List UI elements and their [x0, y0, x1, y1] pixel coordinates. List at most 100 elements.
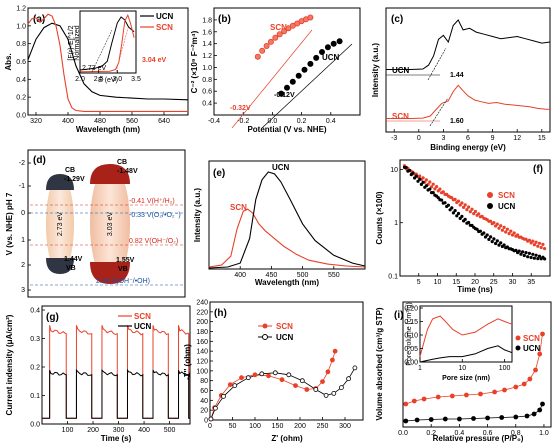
panel-c-ylabel: Intensity (a.u.) — [371, 43, 380, 98]
panel-d-level-o2-label: -0.33 V(O₂/•O₂⁻) — [129, 212, 181, 219]
panel-c-ucn-tangent — [427, 47, 447, 81]
panel-h-ucn-point — [313, 387, 319, 392]
panel-d-left-vb-label: VB — [66, 265, 76, 272]
panel-h-scn-point — [320, 379, 325, 385]
panel-f-scn-point — [504, 230, 508, 234]
panel-g-ucn-curve — [42, 368, 190, 419]
panel-i-ucn-point — [428, 417, 434, 422]
panel-h-scn-point — [252, 372, 258, 378]
panel-h-scn-point — [239, 375, 244, 381]
panel-g-xtick-label: 300 — [113, 427, 125, 434]
panel-h: (h) 0 50 100 150 200 250 300 0 20 40 60 80 100 120 140… — [183, 300, 364, 443]
panel-b-ylabel: C⁻² (×10⁹ F⁻²m⁴) — [190, 30, 199, 93]
panel-c-scn-curve — [386, 84, 550, 119]
panel-e-frame — [208, 160, 366, 270]
panel-f-ylabel: Counts (×100) — [375, 191, 384, 244]
panel-f-ucn-point — [428, 187, 432, 191]
panel-h-legend-scn-marker — [262, 323, 268, 329]
panel-f-ucn-point — [478, 229, 482, 233]
panel-g-legend-ucn: UCN — [134, 322, 152, 331]
panel-b-xtick-label: -0.2 — [237, 118, 249, 125]
panel-h-ytick-label: 100 — [196, 368, 208, 375]
panel-c-ucn-label: UCN — [392, 66, 410, 75]
panel-h-legend-ucn-marker — [262, 334, 268, 340]
panel-f-ucn-point — [408, 168, 412, 172]
panel-f-scn-point — [537, 241, 542, 245]
panel-b-frame — [213, 7, 361, 116]
panel-f-scn-point — [512, 231, 516, 235]
panel-f-xlabel: Time (ns) — [457, 285, 493, 294]
panel-i-ucn-point — [531, 411, 537, 417]
panel-h-scn-point — [227, 382, 233, 388]
panel-h-scn-point — [279, 377, 285, 383]
panel-i-scn-line — [405, 333, 543, 405]
panel-d-left-band — [46, 174, 74, 274]
panel-h-scn-point — [266, 373, 271, 379]
panel-f-scn-point — [424, 178, 428, 182]
svg-text:-1: -1 — [19, 183, 25, 190]
panel-f: (f) 5 10 15 20 25 30 35 0.1 1 10 SCN UCN Time (ns… — [375, 159, 551, 294]
panel-g-xlabel: Time (s) — [101, 434, 132, 443]
panel-a-xtick-label: 640 — [158, 118, 170, 125]
panel-d-left-cb-label: CB — [65, 167, 75, 174]
panel-f-ucn-point — [502, 243, 506, 247]
panel-e-xlabel: Wavelength (nm) — [255, 278, 319, 287]
panel-h-ucn-point — [323, 392, 329, 398]
panel-f-ucn-point — [519, 252, 523, 256]
panel-g-frame — [41, 305, 191, 425]
panel-g-ylabel: Current indensity (μA/cm²) — [5, 314, 14, 415]
panel-f-xtick-label: 20 — [471, 279, 479, 286]
panel-i-scn-point — [502, 387, 507, 393]
panel-b-ucn-fb: -0.12V — [274, 92, 295, 99]
svg-text:3: 3 — [21, 287, 25, 294]
panel-c-scn-vb: 1.60 — [450, 118, 464, 125]
panel-h-ucn-point — [299, 378, 305, 384]
panel-f-ucn-point — [524, 251, 528, 255]
panel-g-legend-scn: SCN — [134, 312, 151, 321]
panel-c-xtick-label: 15 — [538, 135, 546, 142]
panel-a-inset-xlabel: E (eV) — [98, 77, 118, 84]
panel-f-ucn-point — [455, 214, 459, 218]
panel-a-xtick-label: 400 — [62, 118, 74, 125]
panel-f-ucn-point — [514, 248, 518, 252]
panel-b-scn-point — [276, 31, 283, 38]
panel-e-scn-label: SCN — [230, 203, 247, 212]
panel-f-scn-point — [531, 239, 535, 243]
panel-f-scn-point — [497, 226, 501, 230]
panel-f-ytick-label: 0.1 — [388, 274, 398, 281]
panel-h-xtick-label: 250 — [317, 423, 329, 430]
panel-d-level-h2-label: -0.41 V(H⁺/H₂) — [129, 198, 175, 205]
panel-f-scn-point — [477, 212, 481, 216]
panel-e-xtick-label: 400 — [234, 272, 246, 279]
panel-a-inset-ylabel2: Normalized — [74, 25, 81, 61]
panel-b-ucn-point — [313, 54, 320, 61]
panel-h-scn-point — [332, 348, 338, 354]
panel-h-ytick-label: 200 — [196, 319, 208, 326]
panel-f-ucn-point — [487, 237, 491, 241]
panel-h-legend-scn: SCN — [276, 322, 293, 331]
panel-f-scn-point — [489, 219, 493, 223]
panel-i-ucn-point — [442, 416, 448, 422]
panel-i-inset-ytick-label: 0.00 — [404, 360, 418, 367]
panel-f-ucn-point — [495, 239, 499, 243]
panel-h-ytick-label: 240 — [196, 300, 208, 307]
panel-b-tag: (b) — [218, 14, 231, 25]
panel-h-frame — [209, 301, 364, 421]
panel-b-xtick-label: -0.4 — [208, 118, 220, 125]
panel-b-ytick-label: 0.8 — [202, 77, 212, 84]
panel-h-scn-point — [304, 387, 310, 392]
panel-d-level-oh-o2-label: 0.82 V(OH⁻/O₂) — [129, 238, 178, 245]
panel-f-scn-point — [543, 247, 547, 251]
panel-f-ucn-point — [414, 174, 418, 178]
panel-f-ucn-point — [534, 253, 538, 257]
panel-a-inset-ucn — [79, 16, 135, 71]
panel-f-scn-point — [532, 243, 537, 247]
panel-f-scn-point — [507, 232, 511, 236]
panel-c-xtick-label: 12 — [513, 135, 521, 142]
panel-i-inset-xtick-label: 100 — [499, 365, 511, 372]
panel-b: (b) -0.4 -0.2 0.0 0.2 0.4 0.4 0.6 0.8 1.0 1.2 1.4 1… — [190, 7, 361, 134]
panel-a-ytick-label: 1.2 — [16, 6, 26, 13]
panel-f-legend-scn-marker — [487, 192, 493, 198]
panel-i-tag: (i) — [394, 310, 403, 321]
panel-d-tag: (d) — [33, 155, 46, 166]
